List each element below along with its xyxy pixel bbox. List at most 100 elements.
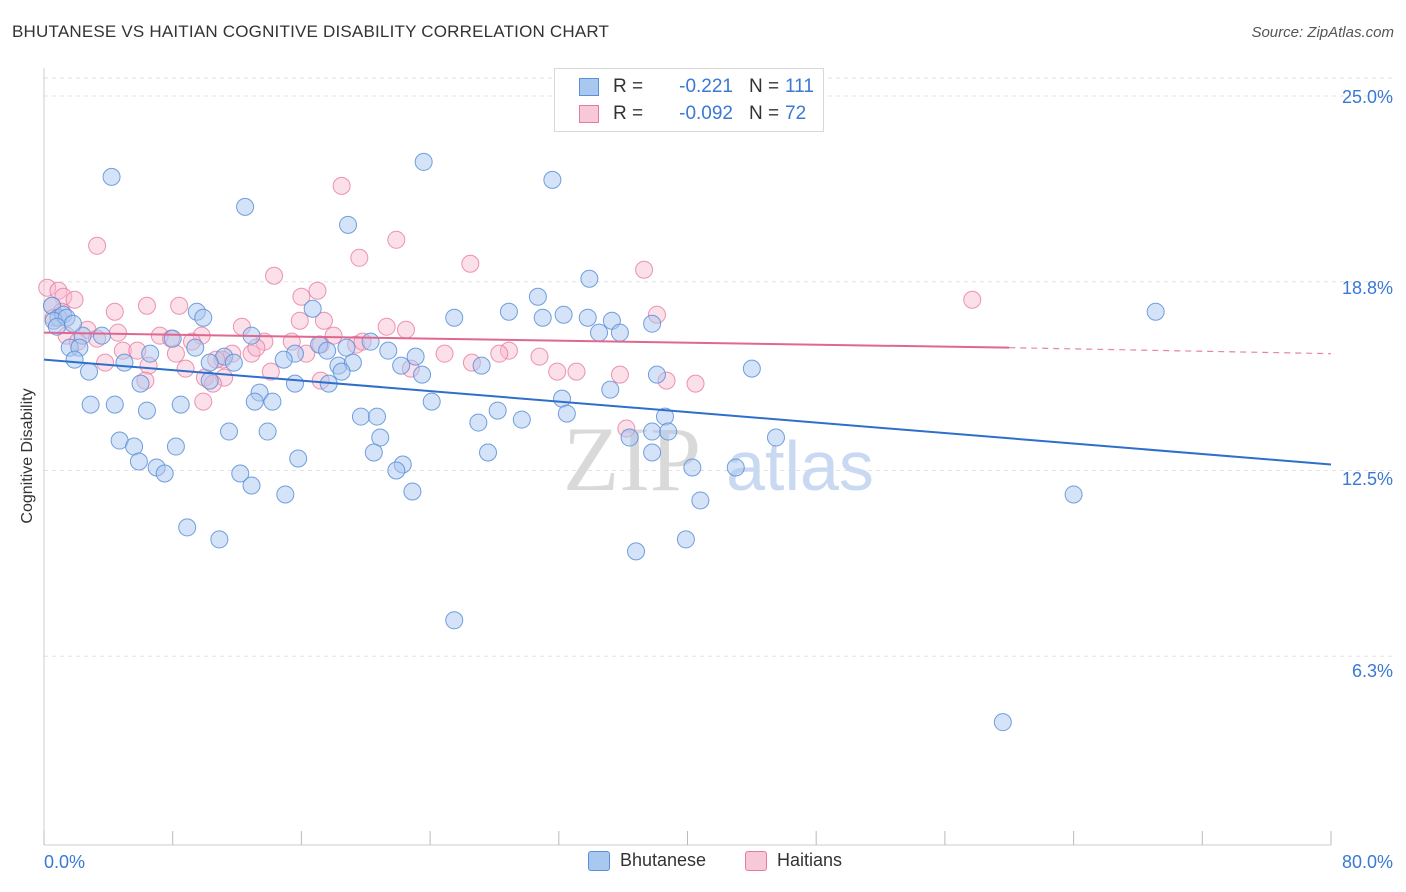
- source-label: Source: ZipAtlas.com: [1251, 24, 1394, 41]
- haitians-point: [461, 254, 480, 273]
- haitians-point: [490, 344, 509, 363]
- bhutanese-point: [361, 332, 380, 351]
- bhutanese-point: [137, 401, 156, 420]
- stats-row-haitians: R = -0.092 N = 72: [579, 102, 806, 126]
- bhutanese-point: [414, 152, 433, 171]
- bhutanese-point: [445, 308, 464, 327]
- haitians-point: [38, 278, 57, 297]
- haitians-swatch: [579, 105, 599, 123]
- haitians-point: [396, 320, 415, 339]
- y-tick-label: 18.8%: [1341, 278, 1393, 298]
- bhutanese-point: [422, 392, 441, 411]
- bhutanese-point: [337, 338, 356, 357]
- bhutanese-point: [643, 443, 662, 462]
- bhutanese-point: [129, 452, 148, 471]
- haitians-legend-swatch: [745, 850, 767, 871]
- bhutanese-point: [469, 413, 488, 432]
- haitians-point: [261, 362, 280, 381]
- haitians-point: [176, 359, 195, 378]
- r-value: -0.221: [679, 76, 733, 97]
- bhutanese-swatch: [579, 78, 599, 96]
- bhutanese-point: [379, 341, 398, 360]
- bhutanese-point: [993, 713, 1012, 732]
- haitians-point: [166, 344, 185, 363]
- bhutanese-point: [178, 518, 197, 537]
- legend-item-haitians[interactable]: Haitians: [745, 850, 842, 871]
- bhutanese-point: [371, 428, 390, 447]
- haitians-point: [194, 392, 213, 411]
- haitians-point: [567, 362, 586, 381]
- bhutanese-point: [528, 287, 547, 306]
- bhutanese-point: [643, 422, 662, 441]
- haitians-point: [109, 323, 128, 342]
- y-axis-label: Cognitive Disability: [19, 388, 36, 524]
- bhutanese-point: [163, 329, 182, 348]
- haitians-point: [105, 302, 124, 321]
- bhutanese-point: [766, 428, 785, 447]
- bhutanese-legend-swatch: [588, 850, 610, 871]
- bhutanese-point: [683, 458, 702, 477]
- bhutanese-point: [242, 476, 261, 495]
- legend-label: Bhutanese: [620, 850, 707, 870]
- bhutanese-point: [580, 269, 599, 288]
- bhutanese-point: [285, 374, 304, 393]
- stats-legend: R = -0.221 N = 111 R = -0.092 N = 72: [554, 68, 824, 132]
- bhutanese-trend-line: [43, 358, 1332, 466]
- bhutanese-point: [479, 443, 498, 462]
- bhutanese-point: [554, 305, 573, 324]
- bhutanese-point: [194, 308, 213, 327]
- bhutanese-point: [318, 341, 337, 360]
- bhutanese-point: [200, 371, 219, 390]
- haitians-point: [314, 311, 333, 330]
- bhutanese-point: [742, 359, 761, 378]
- bhutanese-point: [105, 395, 124, 414]
- bhutanese-point: [488, 401, 507, 420]
- bhutanese-point: [166, 437, 185, 456]
- haitians-point: [88, 236, 107, 255]
- haitians-point: [499, 341, 518, 360]
- bhutanese-point: [115, 353, 134, 372]
- bhutanese-point: [171, 395, 190, 414]
- haitians-point: [963, 290, 982, 309]
- bhutanese-point: [210, 530, 229, 549]
- haitians-point: [49, 281, 68, 300]
- n-value: 111: [785, 76, 814, 97]
- r-label: R =: [613, 76, 644, 97]
- watermark-zip: ZIP: [563, 408, 701, 510]
- bhutanese-points: [43, 152, 1165, 732]
- haitians-point: [292, 287, 311, 306]
- r-label: R =: [613, 103, 644, 124]
- bhutanese-point: [445, 611, 464, 630]
- bhutanese-point: [659, 422, 678, 441]
- legend-item-bhutanese[interactable]: Bhutanese: [588, 850, 706, 871]
- series-legend: Bhutanese Haitians: [0, 850, 1406, 878]
- bhutanese-point: [263, 392, 282, 411]
- bhutanese-point: [403, 482, 422, 501]
- bhutanese-point: [553, 389, 572, 408]
- bhutanese-point: [368, 407, 387, 426]
- haitians-point: [96, 353, 115, 372]
- haitians-point: [290, 311, 309, 330]
- bhutanese-point: [543, 170, 562, 189]
- haitians-point: [548, 362, 567, 381]
- bhutanese-point: [610, 323, 629, 342]
- bhutanese-point: [557, 404, 576, 423]
- haitians-point: [65, 290, 84, 309]
- haitians-point: [610, 365, 629, 384]
- bhutanese-point: [80, 362, 99, 381]
- bhutanese-point: [125, 437, 144, 456]
- bhutanese-point: [339, 215, 358, 234]
- bhutanese-point: [186, 338, 205, 357]
- r-value: -0.092: [679, 103, 733, 124]
- bhutanese-point: [406, 347, 425, 366]
- haitians-point: [137, 296, 156, 315]
- bhutanese-point: [274, 350, 293, 369]
- bhutanese-point: [224, 353, 243, 372]
- watermark-atlas: atlas: [726, 427, 874, 505]
- bhutanese-point: [472, 356, 491, 375]
- bhutanese-point: [63, 314, 82, 333]
- grid-lines: [44, 77, 1393, 657]
- bhutanese-point: [413, 365, 432, 384]
- bhutanese-point: [387, 461, 406, 480]
